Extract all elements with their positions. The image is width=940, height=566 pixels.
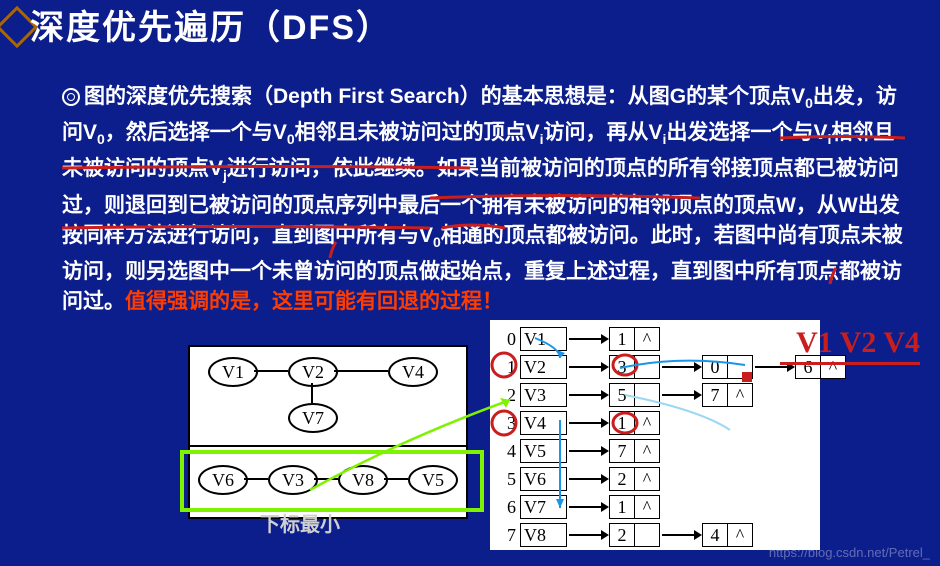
node-v7: V7 (288, 403, 338, 433)
bottom-label: 下标最小 (260, 508, 340, 537)
head-node: V2 (520, 355, 567, 379)
head-node: V5 (520, 439, 567, 463)
list-node: 1^ (609, 495, 660, 519)
row-index: 4 (498, 441, 516, 462)
bullet-icon (62, 88, 80, 106)
list-node: 2^ (609, 467, 660, 491)
head-node: V7 (520, 495, 567, 519)
arrow-icon (569, 534, 607, 536)
arrow-icon (569, 338, 607, 340)
handwriting-annotation: V1 V2 V4 (796, 326, 920, 360)
row-index: 5 (498, 469, 516, 490)
arrow-icon (569, 394, 607, 396)
emphasis-text: 值得强调的是，这里可能有回退的过程！ (125, 290, 503, 313)
row-index: 3 (498, 413, 516, 434)
adj-row: 5V6 2^ (498, 466, 660, 492)
row-index: 2 (498, 385, 516, 406)
head-node: V8 (520, 523, 567, 547)
list-node: 0 (702, 355, 753, 379)
arrow-icon (755, 366, 793, 368)
adj-row: 0V1 1^ (498, 326, 660, 352)
highlight-box (180, 450, 484, 512)
head-node: V6 (520, 467, 567, 491)
adj-row: 4V5 7^ (498, 438, 660, 464)
head-node: V1 (520, 327, 567, 351)
node-v1: V1 (208, 357, 258, 387)
list-node: 7^ (609, 439, 660, 463)
list-node: 1^ (609, 411, 660, 435)
adj-row: 2V3 5 7^ (498, 382, 753, 408)
arrow-icon (662, 394, 700, 396)
paragraph: 图的深度优先搜索（Depth First Search）的基本思想是：从图G的某… (62, 82, 912, 317)
arrow-icon (569, 478, 607, 480)
list-node: 2 (609, 523, 660, 547)
node-v4: V4 (388, 357, 438, 387)
adj-row: 6V7 1^ (498, 494, 660, 520)
list-node: 7^ (702, 383, 753, 407)
head-node: V3 (520, 383, 567, 407)
adjacency-list: 0V11^1V2306^2V357^3V41^4V57^5V62^6V71^7V… (490, 320, 820, 550)
arrow-icon (569, 422, 607, 424)
row-index: 7 (498, 525, 516, 546)
arrow-icon (569, 366, 607, 368)
list-node: 1^ (609, 327, 660, 351)
arrow-icon (569, 450, 607, 452)
list-node: 3 (609, 355, 660, 379)
row-index: 6 (498, 497, 516, 518)
head-node: V4 (520, 411, 567, 435)
slide-title: 深度优先遍历（DFS） (30, 0, 392, 49)
adj-row: 3V4 1^ (498, 410, 660, 436)
arrow-icon (569, 506, 607, 508)
list-node: 5 (609, 383, 660, 407)
row-index: 1 (498, 357, 516, 378)
handwriting-underline (780, 362, 920, 365)
list-node: 4^ (702, 523, 753, 547)
watermark: https://blog.csdn.net/Petrel_ (769, 545, 930, 560)
adj-row: 1V2306^ (498, 354, 846, 380)
arrow-icon (662, 366, 700, 368)
adj-row: 7V8 2 4^ (498, 522, 753, 548)
row-index: 0 (498, 329, 516, 350)
arrow-icon (662, 534, 700, 536)
node-v2: V2 (288, 357, 338, 387)
